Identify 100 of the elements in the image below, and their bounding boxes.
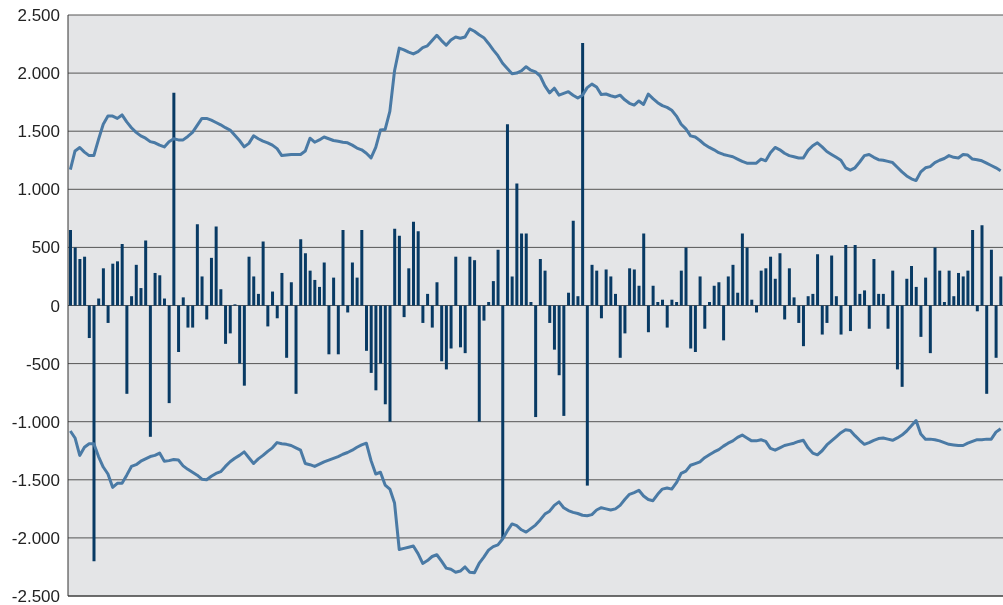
bar	[867, 305, 871, 329]
bar	[679, 270, 683, 306]
bar	[684, 247, 688, 306]
bar	[515, 183, 519, 306]
bar	[97, 298, 101, 306]
bar	[379, 305, 383, 364]
bar	[581, 42, 585, 306]
bar	[209, 257, 213, 306]
bar	[115, 261, 119, 306]
bar	[848, 305, 852, 332]
bar	[318, 286, 322, 306]
bar	[303, 253, 307, 306]
bar	[604, 269, 608, 306]
bar	[895, 305, 899, 370]
y-tick-label: -2.500	[11, 587, 60, 605]
bar	[162, 298, 166, 306]
bar	[722, 305, 726, 341]
bar	[266, 305, 270, 327]
bar	[590, 264, 594, 306]
bar	[872, 259, 876, 306]
y-tick-label: 2.500	[17, 6, 60, 26]
bar	[214, 226, 218, 306]
bar	[834, 296, 838, 306]
bar	[708, 302, 711, 306]
bar	[698, 276, 702, 306]
bar	[144, 240, 148, 306]
bar	[759, 270, 763, 306]
bar	[186, 305, 190, 328]
bar	[628, 268, 632, 306]
bar	[463, 305, 467, 354]
bar	[853, 245, 857, 306]
bar	[740, 233, 744, 306]
bar	[797, 305, 801, 323]
bar	[444, 305, 448, 370]
bar	[689, 305, 693, 349]
bar	[980, 225, 984, 306]
bar	[224, 305, 228, 344]
bar	[473, 260, 477, 306]
bar	[792, 297, 796, 306]
bar	[332, 277, 336, 306]
y-tick-label: 1.500	[17, 122, 60, 142]
bar	[426, 293, 430, 306]
bar	[468, 256, 472, 306]
bar	[787, 268, 791, 306]
bar	[477, 305, 481, 422]
bar	[205, 305, 209, 320]
bar	[877, 293, 881, 306]
bar	[957, 272, 961, 306]
bar	[285, 305, 289, 358]
bar	[101, 268, 105, 306]
bar	[947, 270, 951, 306]
bar	[914, 286, 918, 306]
bar	[430, 305, 434, 328]
bar	[830, 255, 834, 306]
bar	[294, 305, 298, 394]
bar	[172, 92, 176, 306]
bar	[308, 270, 312, 306]
bar	[816, 254, 820, 306]
bar	[646, 305, 650, 333]
bar	[520, 233, 524, 306]
bar	[69, 229, 72, 306]
bar	[820, 305, 824, 335]
bar	[942, 302, 946, 306]
bar	[397, 235, 401, 306]
bar	[764, 268, 768, 306]
bar	[440, 305, 444, 362]
bar	[491, 281, 495, 306]
y-tick-label: 1.000	[17, 180, 60, 200]
bar	[416, 231, 420, 306]
bar	[106, 305, 110, 323]
bar	[971, 229, 975, 306]
bar	[73, 247, 77, 306]
bar	[242, 305, 246, 386]
bar	[280, 272, 284, 306]
bar	[900, 305, 904, 387]
bar	[487, 302, 491, 306]
y-tick-label: -2.000	[11, 528, 60, 548]
bar	[614, 293, 618, 306]
bar	[924, 277, 928, 306]
bar	[632, 269, 636, 306]
bar	[736, 292, 740, 306]
bar	[933, 247, 937, 306]
bar	[496, 249, 500, 306]
bar	[651, 285, 655, 306]
bar	[388, 305, 392, 422]
bar	[567, 292, 571, 306]
bar	[505, 124, 509, 306]
bar	[200, 276, 204, 306]
bar	[299, 239, 303, 306]
bar	[769, 256, 773, 306]
bar	[125, 305, 129, 394]
bar	[999, 276, 1003, 306]
bar	[148, 305, 152, 437]
bar	[599, 305, 603, 319]
bar	[712, 285, 716, 306]
bar	[989, 249, 993, 306]
bar	[910, 265, 914, 306]
bar	[811, 293, 815, 306]
bar	[360, 229, 364, 306]
bar	[256, 293, 260, 306]
